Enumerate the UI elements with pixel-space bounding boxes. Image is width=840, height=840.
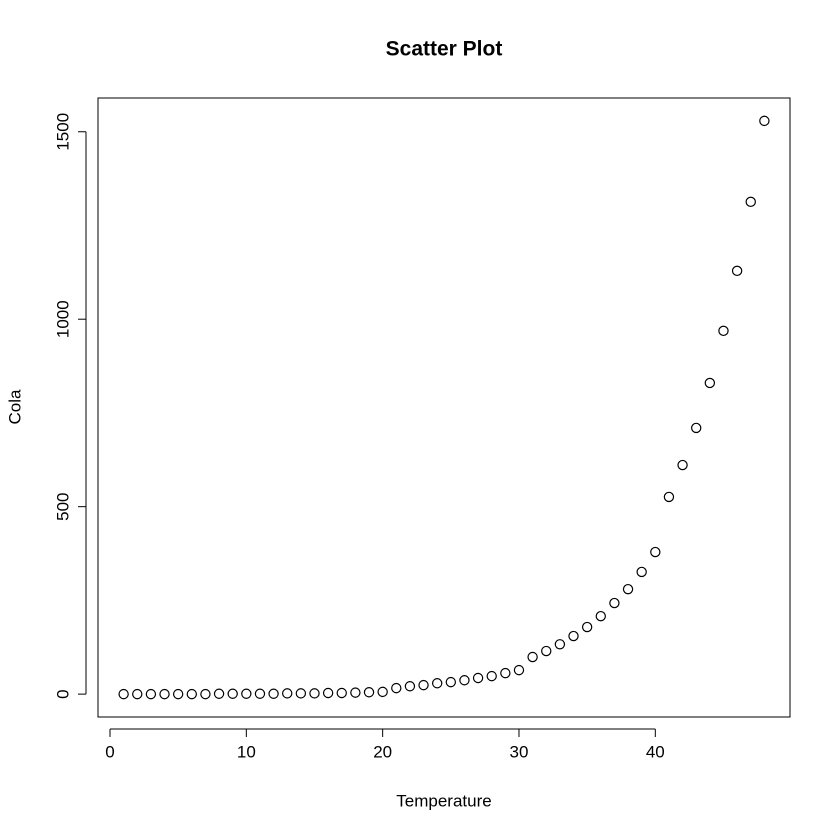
point [486,670,497,682]
point [118,688,129,700]
point [691,422,702,434]
point [459,675,470,686]
point [759,115,770,127]
point [650,546,661,558]
point [295,688,307,699]
point [636,566,647,578]
point [404,681,416,692]
point [595,610,606,622]
point [663,491,675,503]
point [554,639,566,650]
point [445,676,457,688]
y-tick-label: 1500 [53,113,72,151]
x-tick-label: 10 [237,742,256,761]
point [363,687,375,698]
point [731,265,743,277]
point [568,630,579,642]
point [200,688,211,700]
point [159,688,170,700]
point [213,688,225,699]
point [677,459,688,471]
y-axis-label: Cola [5,389,24,425]
point [377,686,388,698]
point [541,645,552,657]
point [472,672,484,684]
point [609,597,620,609]
y-tick-label: 1000 [53,300,72,338]
x-axis-label: Temperature [396,791,491,810]
point [350,687,361,698]
point [227,688,238,699]
point [527,651,538,663]
point [254,688,266,699]
y-tick-label: 500 [53,492,72,520]
point [418,679,429,691]
point [186,688,197,700]
chart-title: Scatter Plot [386,38,503,61]
point [145,688,157,700]
point [309,688,320,699]
point [745,196,756,208]
point [704,377,716,389]
point [622,583,634,595]
x-tick-label: 20 [373,742,392,761]
point [718,325,729,337]
point [500,667,511,679]
point [241,688,252,699]
x-tick-label: 30 [510,742,529,761]
x-tick-label: 0 [105,742,114,761]
x-tick-label: 40 [646,742,665,761]
point [322,687,334,699]
point [282,688,293,699]
point [268,688,279,699]
plot-frame [97,97,791,718]
point [581,621,593,633]
point [172,688,184,700]
point [431,678,443,689]
point [391,682,402,694]
point [336,687,347,699]
point [513,664,525,676]
point [132,688,143,700]
y-tick-label: 0 [53,689,72,698]
